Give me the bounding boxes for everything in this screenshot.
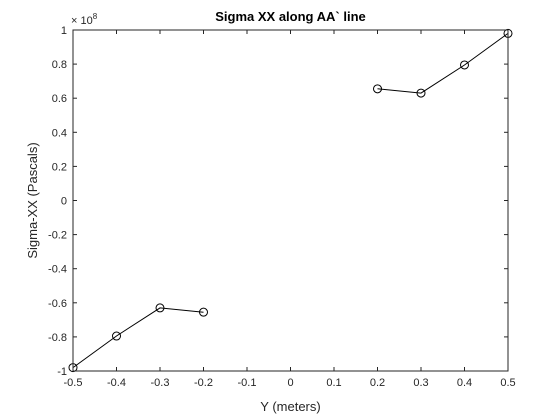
x-tick-label: -0.2 xyxy=(194,377,213,389)
series-line xyxy=(377,32,509,94)
x-axis-label: Y (meters) xyxy=(260,399,320,414)
x-tick-label: 0.4 xyxy=(457,377,472,389)
y-tick-label: 0.4 xyxy=(52,127,67,139)
y-tick-label: -0.8 xyxy=(48,332,67,344)
y-multiplier-exponent: 8 xyxy=(93,12,98,21)
chart-title: Sigma XX along AA` line xyxy=(215,9,365,24)
data-point-marker xyxy=(416,88,426,98)
y-tick-label: 0 xyxy=(61,196,67,208)
x-tick-label: 0.5 xyxy=(500,377,515,389)
y-tick-label: 0.8 xyxy=(52,59,67,71)
tick-layer: -0.5 -0.4 -0.3 -0.2 -0.1 0 0.1 0.2 0.3 0.4 0.5 -1 -0… xyxy=(48,25,516,389)
x-tick-label: 0.3 xyxy=(413,377,428,389)
y-tick-label: -0.2 xyxy=(48,230,67,242)
y-axis-multiplier: × 108 xyxy=(71,12,98,27)
x-tick-label: 0 xyxy=(287,377,293,389)
x-tick-label: 0.2 xyxy=(370,377,385,389)
y-tick-label: 1 xyxy=(61,25,67,37)
data-point-marker xyxy=(199,307,208,317)
data-point-marker xyxy=(112,331,121,341)
x-tick-label: -0.3 xyxy=(151,377,170,389)
x-tick-label: -0.5 xyxy=(64,377,83,389)
series-layer xyxy=(68,28,513,373)
y-tick-label: 0.6 xyxy=(52,93,67,105)
x-tick-label: -0.1 xyxy=(238,377,257,389)
data-point-marker xyxy=(373,84,382,94)
y-tick-label: 0.2 xyxy=(52,161,67,173)
x-tick-label: 0.1 xyxy=(326,377,341,389)
y-tick-label: -0.4 xyxy=(48,264,67,276)
plot-frame xyxy=(72,29,509,372)
data-point-marker xyxy=(155,303,165,313)
y-axis-label: Sigma-XX (Pascals) xyxy=(25,142,40,258)
y-tick-label: -0.6 xyxy=(48,298,67,310)
series-line xyxy=(72,307,204,369)
x-tick-label: -0.4 xyxy=(107,377,126,389)
y-tick-label: -1 xyxy=(57,366,67,378)
data-point-marker xyxy=(460,60,469,70)
plot-area xyxy=(73,30,508,371)
y-multiplier-prefix: × 10 xyxy=(71,15,93,27)
